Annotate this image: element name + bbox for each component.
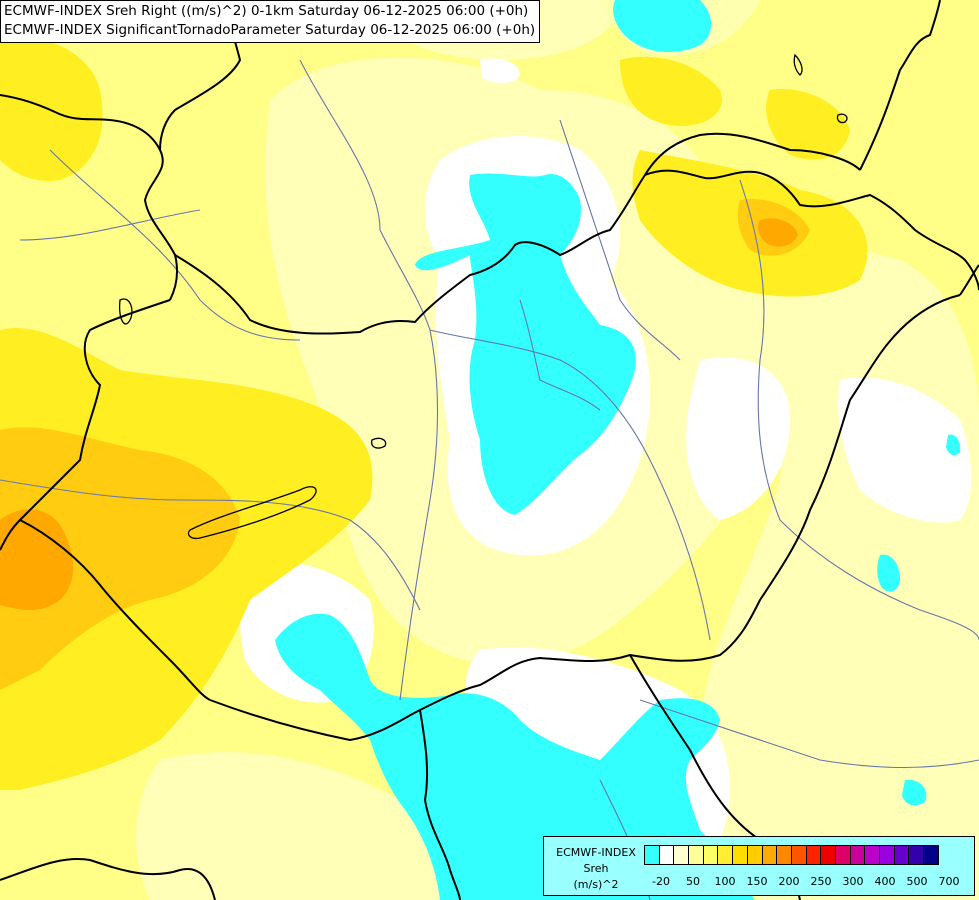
legend-swatch bbox=[688, 845, 704, 865]
legend-tick-label: 500 bbox=[906, 875, 928, 888]
legend-swatch bbox=[805, 845, 822, 865]
legend-swatch bbox=[849, 845, 866, 865]
title-line-2: ECMWF-INDEX SignificantTornadoParameter … bbox=[4, 22, 536, 38]
legend-swatch bbox=[864, 845, 880, 865]
legend-tick-label: 250 bbox=[810, 875, 832, 888]
legend-swatch bbox=[673, 845, 690, 865]
legend-swatch bbox=[790, 845, 807, 865]
legend-swatch bbox=[893, 845, 910, 865]
legend-title-line-2: Sreh bbox=[583, 862, 609, 875]
legend-tick-label: 50 bbox=[686, 875, 700, 888]
orange-field bbox=[0, 218, 798, 610]
title-line-1: ECMWF-INDEX Sreh Right ((m/s)^2) 0-1km S… bbox=[4, 3, 529, 19]
legend-title-line-1: ECMWF-INDEX bbox=[556, 846, 636, 859]
legend-swatch bbox=[717, 845, 734, 865]
legend-swatch bbox=[908, 845, 925, 865]
legend-swatch bbox=[834, 845, 851, 865]
map-title-box: ECMWF-INDEX Sreh Right ((m/s)^2) 0-1km S… bbox=[0, 0, 541, 43]
legend-swatch bbox=[761, 845, 778, 865]
color-legend: ECMWF-INDEX Sreh (m/s)^2 -20 50 100 150 200 2… bbox=[543, 836, 975, 896]
legend-swatch bbox=[658, 845, 675, 865]
legend-swatch bbox=[732, 845, 748, 865]
cyan-field bbox=[275, 0, 961, 900]
legend-tick-label: 150 bbox=[746, 875, 768, 888]
legend-tick-label: -20 bbox=[652, 875, 670, 888]
legend-swatches bbox=[644, 845, 939, 865]
legend-tick-label: 700 bbox=[938, 875, 960, 888]
legend-swatch bbox=[644, 845, 660, 865]
legend-swatch bbox=[746, 845, 763, 865]
legend-tick-labels: -20 50 100 150 200 250 300 400 500 700 bbox=[645, 875, 975, 889]
legend-tick-label: 200 bbox=[778, 875, 800, 888]
legend-swatch bbox=[879, 845, 895, 865]
legend-tick-label: 300 bbox=[842, 875, 864, 888]
legend-swatch bbox=[702, 845, 719, 865]
legend-swatch bbox=[923, 845, 939, 865]
legend-swatch bbox=[820, 845, 836, 865]
legend-swatch bbox=[776, 845, 792, 865]
rivers bbox=[0, 59, 979, 900]
legend-title-line-3: (m/s)^2 bbox=[573, 878, 619, 891]
legend-title: ECMWF-INDEX Sreh (m/s)^2 bbox=[548, 845, 644, 893]
legend-tick-label: 100 bbox=[714, 875, 736, 888]
lakes bbox=[119, 53, 848, 540]
legend-tick-label: 400 bbox=[874, 875, 896, 888]
